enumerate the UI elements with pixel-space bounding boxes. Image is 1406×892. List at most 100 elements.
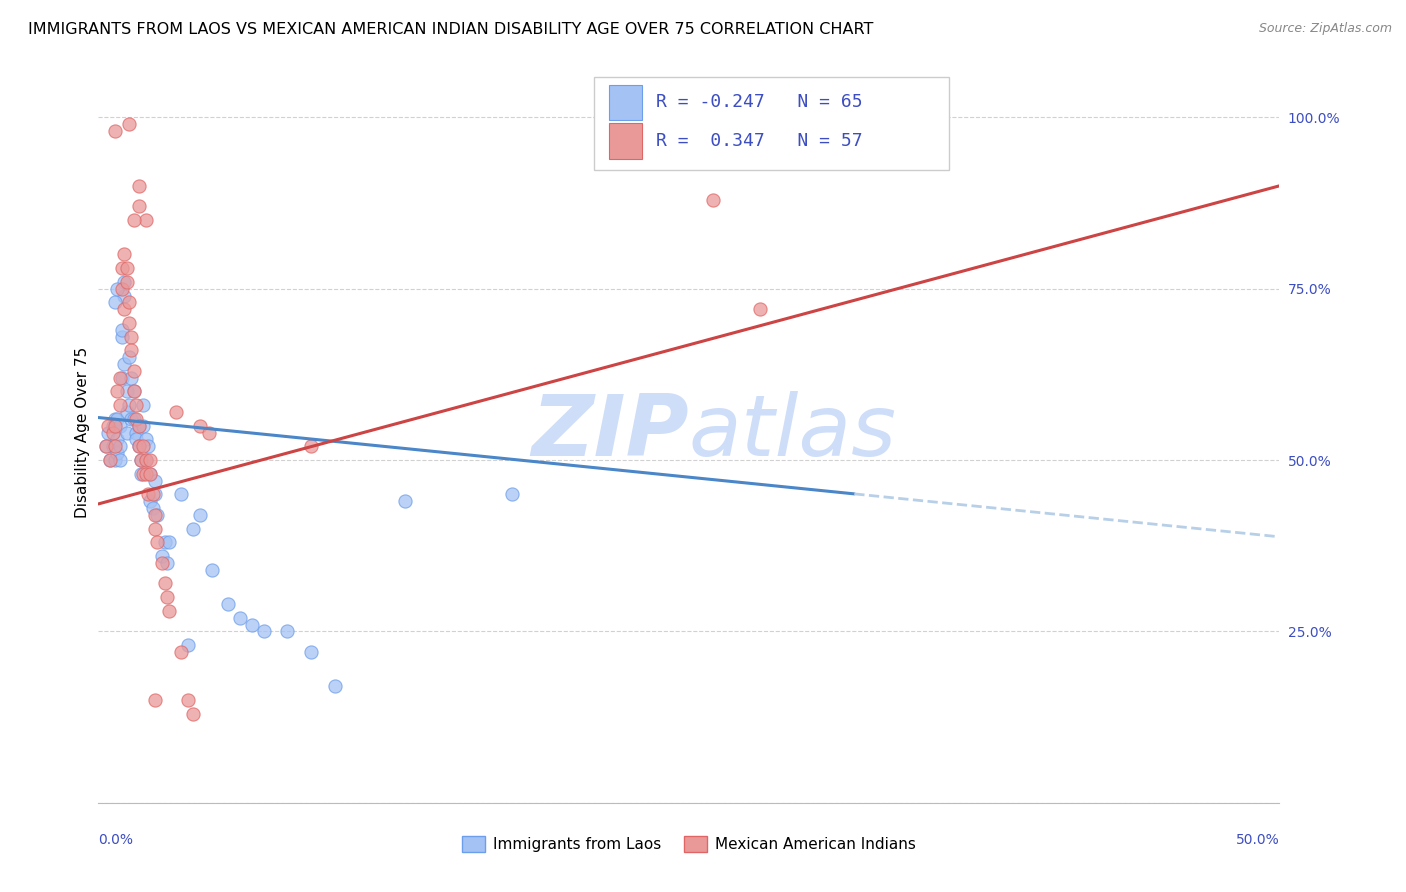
Point — [115, 425, 138, 440]
Text: 50.0%: 50.0% — [1236, 832, 1279, 847]
Point — [201, 563, 224, 577]
Point — [128, 199, 150, 213]
Point — [150, 549, 173, 563]
Point — [125, 398, 148, 412]
Point — [101, 425, 124, 440]
Point — [128, 418, 150, 433]
Point — [165, 405, 187, 419]
Point — [188, 418, 211, 433]
Point — [139, 467, 162, 481]
Point — [156, 556, 179, 570]
Point — [125, 425, 148, 440]
Point — [143, 474, 166, 488]
Point — [105, 282, 128, 296]
Point — [135, 453, 157, 467]
Point — [111, 282, 134, 296]
Point — [253, 624, 276, 639]
Y-axis label: Disability Age Over 75: Disability Age Over 75 — [75, 347, 90, 518]
Point — [299, 645, 322, 659]
Point — [132, 418, 155, 433]
Point — [501, 487, 523, 501]
Point — [118, 117, 141, 131]
Point — [105, 433, 128, 447]
Point — [118, 350, 141, 364]
Legend: Immigrants from Laos, Mexican American Indians: Immigrants from Laos, Mexican American I… — [457, 830, 921, 858]
Point — [111, 371, 134, 385]
Point — [121, 412, 143, 426]
Point — [142, 501, 165, 516]
Point — [105, 412, 128, 426]
Point — [146, 535, 169, 549]
Point — [104, 453, 127, 467]
Point — [143, 522, 166, 536]
Point — [139, 467, 162, 481]
Point — [94, 439, 117, 453]
Point — [217, 597, 239, 611]
Point — [129, 453, 152, 467]
Point — [153, 576, 176, 591]
Point — [112, 247, 135, 261]
Point — [122, 364, 145, 378]
Point — [170, 487, 193, 501]
Point — [118, 316, 141, 330]
Point — [122, 412, 145, 426]
Point — [135, 453, 157, 467]
Point — [112, 288, 135, 302]
Point — [104, 418, 127, 433]
Point — [170, 645, 193, 659]
Point — [128, 439, 150, 453]
Point — [101, 418, 124, 433]
Point — [104, 439, 127, 453]
Bar — [595, 78, 949, 169]
Text: R = -0.247   N = 65: R = -0.247 N = 65 — [655, 94, 862, 112]
Point — [128, 418, 150, 433]
Point — [94, 439, 117, 453]
Point — [139, 453, 162, 467]
Point — [121, 329, 143, 343]
Bar — [609, 123, 641, 159]
Point — [125, 412, 148, 426]
Point — [143, 508, 166, 522]
Text: IMMIGRANTS FROM LAOS VS MEXICAN AMERICAN INDIAN DISABILITY AGE OVER 75 CORRELATI: IMMIGRANTS FROM LAOS VS MEXICAN AMERICAN… — [28, 22, 873, 37]
Point — [98, 453, 121, 467]
Point — [111, 329, 134, 343]
Point — [177, 638, 200, 652]
Point — [122, 384, 145, 399]
Point — [394, 494, 416, 508]
Point — [142, 487, 165, 501]
Point — [97, 425, 120, 440]
Point — [115, 275, 138, 289]
Point — [129, 467, 152, 481]
Point — [177, 693, 200, 707]
Point — [181, 706, 204, 721]
Point — [157, 535, 180, 549]
Point — [122, 384, 145, 399]
Point — [129, 453, 152, 467]
Point — [122, 213, 145, 227]
Point — [105, 384, 128, 399]
Point — [132, 398, 155, 412]
Point — [299, 439, 322, 453]
Point — [104, 412, 127, 426]
Point — [111, 323, 134, 337]
Bar — [609, 85, 641, 120]
Point — [135, 467, 157, 481]
Point — [323, 679, 346, 693]
Point — [121, 371, 143, 385]
Point — [118, 295, 141, 310]
Point — [276, 624, 298, 639]
Point — [125, 433, 148, 447]
Point — [748, 302, 770, 317]
Point — [181, 522, 204, 536]
Point — [143, 487, 166, 501]
Point — [153, 535, 176, 549]
Point — [105, 446, 128, 460]
Text: R =  0.347   N = 57: R = 0.347 N = 57 — [655, 132, 862, 150]
Point — [115, 261, 138, 276]
Point — [198, 425, 221, 440]
Point — [118, 398, 141, 412]
Point — [139, 494, 162, 508]
Point — [121, 343, 143, 358]
Point — [104, 124, 127, 138]
Point — [108, 398, 131, 412]
